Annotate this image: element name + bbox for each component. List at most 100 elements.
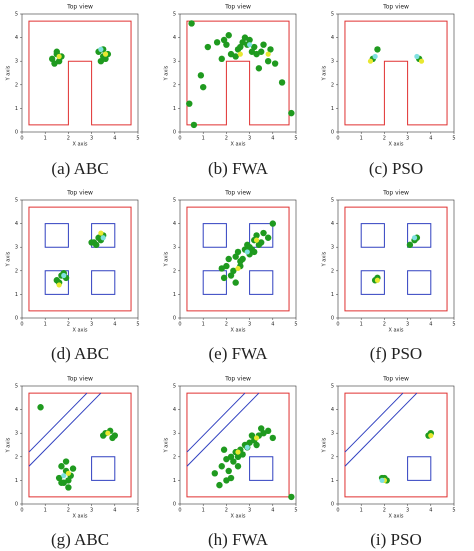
x-tick-label: 1 [202, 508, 205, 514]
y-tick-label: 5 [331, 12, 334, 18]
y-tick-label: 1 [331, 478, 334, 484]
obstacle [202, 223, 227, 248]
point [100, 235, 106, 241]
x-tick-label: 2 [225, 136, 228, 142]
x-tick-label: 1 [202, 322, 205, 328]
x-tick-label: 5 [452, 508, 455, 514]
x-tick-label: 3 [406, 322, 409, 328]
point [225, 32, 232, 39]
obstacle [44, 223, 69, 248]
chart-title: Top view [224, 376, 251, 383]
x-axis-label: X axis [388, 328, 403, 334]
y-tick-label: 2 [15, 268, 18, 274]
point [190, 121, 198, 129]
x-tick-label: 4 [429, 136, 432, 142]
x-axis-label: X axis [230, 142, 245, 148]
point [223, 41, 230, 48]
y-tick-label: 4 [173, 221, 176, 227]
obstacle [344, 206, 448, 312]
obstacle [28, 206, 132, 312]
point [218, 55, 225, 63]
point [204, 43, 212, 51]
obstacle [360, 223, 385, 248]
point [188, 20, 195, 27]
y-tick-label: 5 [173, 12, 176, 18]
y-axis-label: Y axis [322, 65, 328, 81]
point [374, 46, 381, 53]
obstacle [202, 270, 227, 295]
plot-frame [21, 199, 139, 319]
plot-frame [337, 199, 455, 319]
y-axis-label: Y axis [164, 437, 170, 453]
point [230, 458, 237, 465]
x-tick-label: 2 [67, 322, 70, 328]
point [55, 474, 63, 482]
x-tick-label: 0 [178, 508, 181, 514]
x-tick-label: 5 [452, 136, 455, 142]
plot-frame [179, 199, 297, 319]
obstacle [186, 392, 290, 498]
obstacle [407, 270, 432, 295]
point [247, 42, 253, 48]
y-tick-label: 1 [331, 106, 334, 112]
y-tick-label: 4 [331, 221, 334, 227]
obstacle [186, 392, 246, 453]
y-tick-label: 2 [173, 268, 176, 274]
x-tick-label: 0 [178, 136, 181, 142]
point [269, 220, 276, 227]
point [105, 430, 111, 436]
y-tick-label: 2 [173, 82, 176, 88]
point [232, 53, 239, 60]
x-axis-label: X axis [72, 328, 87, 334]
y-tick-label: 1 [15, 106, 18, 112]
point [220, 446, 228, 453]
x-axis-label: X axis [388, 514, 403, 520]
caption: (h) FWA [208, 530, 269, 549]
x-tick-label: 4 [113, 136, 116, 142]
point [61, 473, 67, 479]
point [88, 239, 95, 246]
obstacle [28, 392, 88, 453]
point [255, 65, 263, 72]
y-tick-label: 4 [173, 35, 176, 41]
obstacle [249, 456, 274, 481]
y-tick-label: 4 [331, 35, 334, 41]
y-tick-label: 1 [331, 292, 334, 298]
y-tick-label: 3 [331, 431, 334, 437]
x-tick-label: 3 [248, 136, 251, 142]
y-tick-label: 0 [331, 130, 334, 136]
obstacle [344, 392, 404, 453]
x-tick-label: 5 [136, 136, 139, 142]
x-tick-label: 3 [248, 322, 251, 328]
obstacle [186, 206, 290, 312]
y-tick-label: 1 [15, 292, 18, 298]
point [244, 249, 250, 255]
y-tick-label: 0 [173, 316, 176, 322]
x-tick-label: 5 [136, 322, 139, 328]
point [235, 449, 241, 455]
x-tick-label: 4 [113, 508, 116, 514]
caption: (g) ABC [51, 530, 109, 549]
plot-frame [21, 385, 139, 505]
x-tick-label: 5 [294, 322, 297, 328]
x-tick-label: 3 [90, 508, 93, 514]
point [227, 453, 235, 460]
x-tick-label: 1 [360, 508, 363, 514]
point [53, 48, 60, 55]
chart-title: Top view [66, 376, 93, 383]
y-axis-label: Y axis [322, 251, 328, 267]
obstacle [44, 270, 69, 295]
point [237, 51, 243, 57]
chart-title: Top view [382, 376, 409, 383]
y-tick-label: 4 [331, 407, 334, 413]
point [111, 432, 119, 439]
y-tick-label: 1 [173, 106, 176, 112]
y-tick-label: 3 [173, 245, 176, 251]
point [102, 51, 109, 57]
y-tick-label: 2 [15, 454, 18, 460]
point [223, 262, 230, 270]
point [227, 474, 235, 482]
point [61, 272, 67, 279]
point [48, 55, 56, 63]
point [374, 277, 381, 283]
